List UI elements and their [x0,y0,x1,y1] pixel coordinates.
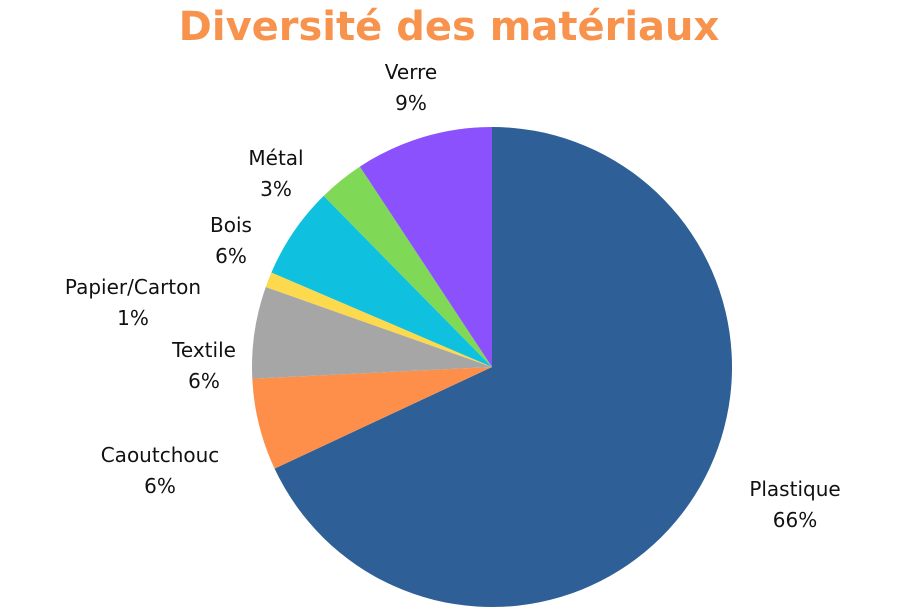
slice-caoutchouc [252,367,492,469]
slice-label-plastique: Plastique [749,477,840,501]
slice-value-plastique: 66% [773,508,817,532]
slice-bois [271,195,492,367]
slice-label-papier-carton: Papier/Carton [65,275,201,299]
chart-title: Diversité des matériaux [179,4,720,50]
slice-labels: Plastique 66% Caoutchouc 6% Textile 6% Papier/… [65,60,841,532]
pie-slices [251,127,733,607]
slice-verre [359,127,492,367]
slice-plastique [274,127,733,607]
slice-textile [251,286,492,379]
slice-value-papier-carton: 1% [117,306,149,330]
slice-value-caoutchouc: 6% [144,474,176,498]
slice-value-metal: 3% [260,177,292,201]
slice-label-verre: Verre [385,60,437,84]
slice-label-metal: Métal [248,146,303,170]
slice-label-bois: Bois [210,213,252,237]
slice-value-verre: 9% [395,91,427,115]
slice-metal [323,166,492,367]
slice-value-bois: 6% [215,244,247,268]
slice-label-textile: Textile [171,338,236,362]
slice-papier-carton [265,272,492,367]
slice-label-caoutchouc: Caoutchouc [101,443,220,467]
slice-value-textile: 6% [188,369,220,393]
